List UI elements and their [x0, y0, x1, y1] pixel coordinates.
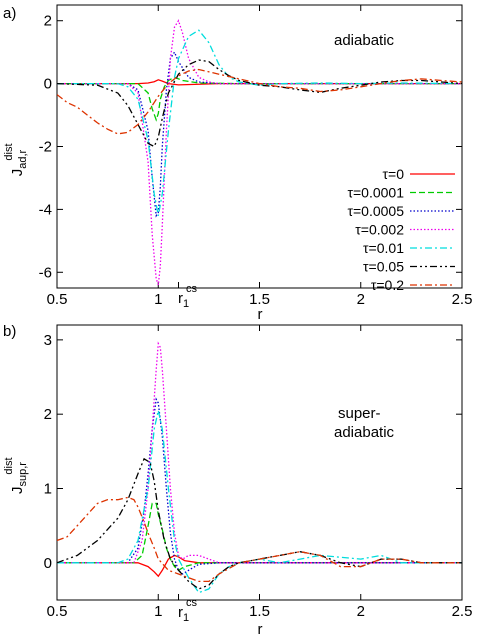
panel-label-b: b) — [3, 323, 16, 340]
rcs-sub-b: 1 — [183, 612, 189, 624]
y-tick-label: 2 — [44, 13, 52, 30]
y-axis-label-b: Jsup,r dist — [3, 457, 29, 494]
x-tick-label: 2 — [357, 291, 365, 308]
y-tick-label: 2 — [44, 406, 52, 423]
svg-text:Jsup,r: Jsup,r — [9, 462, 29, 494]
x-tick-label: 0.5 — [47, 603, 68, 620]
y-tick-label: 0 — [44, 76, 52, 93]
y-tick-label: -2 — [39, 139, 52, 156]
svg-text:r1: r1 — [178, 604, 189, 624]
y-label-a-sup: dist — [3, 143, 15, 160]
legend-label: τ=0.2 — [371, 277, 404, 293]
x-axis-label-b: r — [258, 621, 263, 638]
x-axis-label-a: r — [258, 306, 263, 323]
x-tick-label: 1 — [154, 603, 162, 620]
rcs-base-b: r — [178, 604, 183, 621]
extra-tick-label-a: r1 cs — [178, 283, 198, 310]
panel-a: 0.5 1 1.5 2 2.5 -6 -4 -2 0 2 a) adiabatic Jad,r d… — [3, 4, 473, 323]
extra-tick-label-b: r1 cs — [178, 597, 198, 624]
x-tick-label: 1.5 — [249, 603, 270, 620]
series-line-a-4 — [57, 29, 462, 216]
panel-b: 0.5 1 1.5 2 2.5 0 1 2 3 b) super- adiabatic Jsup… — [3, 323, 472, 638]
rcs-sup-b: cs — [186, 597, 198, 609]
legend-label: τ=0.002 — [355, 222, 404, 238]
panel-label-a: a) — [3, 5, 16, 22]
legend: τ=0 τ=0.0001 τ=0.0005 τ=0.002 τ=0.01 τ=0.05 τ=… — [347, 166, 455, 293]
x-tick-label: 2.5 — [452, 291, 473, 308]
y-label-a-base: J — [9, 169, 26, 177]
legend-label: τ=0.05 — [363, 259, 404, 275]
y-label-b-base: J — [9, 486, 26, 494]
y-tick-label: 0 — [44, 555, 52, 572]
rcs-sub-a: 1 — [183, 298, 189, 310]
ticks-a: 0.5 1 1.5 2 2.5 -6 -4 -2 0 2 — [39, 5, 473, 308]
y-tick-label: -4 — [39, 201, 52, 218]
y-label-a-sub: ad,r — [17, 149, 29, 168]
annotation-adiabatic: adiabatic — [334, 32, 395, 49]
series-line-b-2 — [57, 397, 462, 575]
x-tick-label: 2.5 — [452, 603, 473, 620]
y-tick-label: 1 — [44, 481, 52, 498]
x-tick-label: 1.5 — [249, 291, 270, 308]
svg-text:r1: r1 — [178, 290, 189, 310]
legend-label: τ=0 — [383, 166, 405, 182]
annotation-super-line1: super- — [338, 405, 381, 422]
y-axis-label-a: Jad,r dist — [3, 143, 29, 176]
series-line-b-1 — [57, 502, 462, 572]
x-tick-label: 0.5 — [47, 291, 68, 308]
legend-label: τ=0.01 — [363, 240, 404, 256]
svg-text:Jad,r: Jad,r — [9, 149, 29, 176]
series-group-a — [57, 19, 462, 286]
series-line-a-5 — [57, 59, 462, 148]
x-tick-label: 1 — [154, 291, 162, 308]
y-label-b-sub: sup,r — [17, 462, 29, 487]
rcs-sup-a: cs — [186, 283, 198, 295]
y-tick-label: -6 — [39, 264, 52, 281]
series-line-a-6 — [57, 68, 462, 135]
x-tick-label: 2 — [357, 603, 365, 620]
series-line-b-5 — [57, 457, 462, 590]
legend-label: τ=0.0005 — [347, 203, 404, 219]
rcs-base-a: r — [178, 290, 183, 307]
ticks-b: 0.5 1 1.5 2 2.5 0 1 2 3 — [44, 325, 473, 620]
series-line-b-6 — [57, 496, 462, 583]
series-group-b — [57, 341, 462, 594]
y-tick-label: 3 — [44, 332, 52, 349]
series-line-b-4 — [57, 410, 462, 594]
series-line-b-3 — [57, 341, 462, 564]
annotation-super-line2: adiabatic — [334, 424, 395, 441]
legend-label: τ=0.0001 — [347, 185, 404, 201]
y-label-b-sup: dist — [3, 457, 15, 474]
